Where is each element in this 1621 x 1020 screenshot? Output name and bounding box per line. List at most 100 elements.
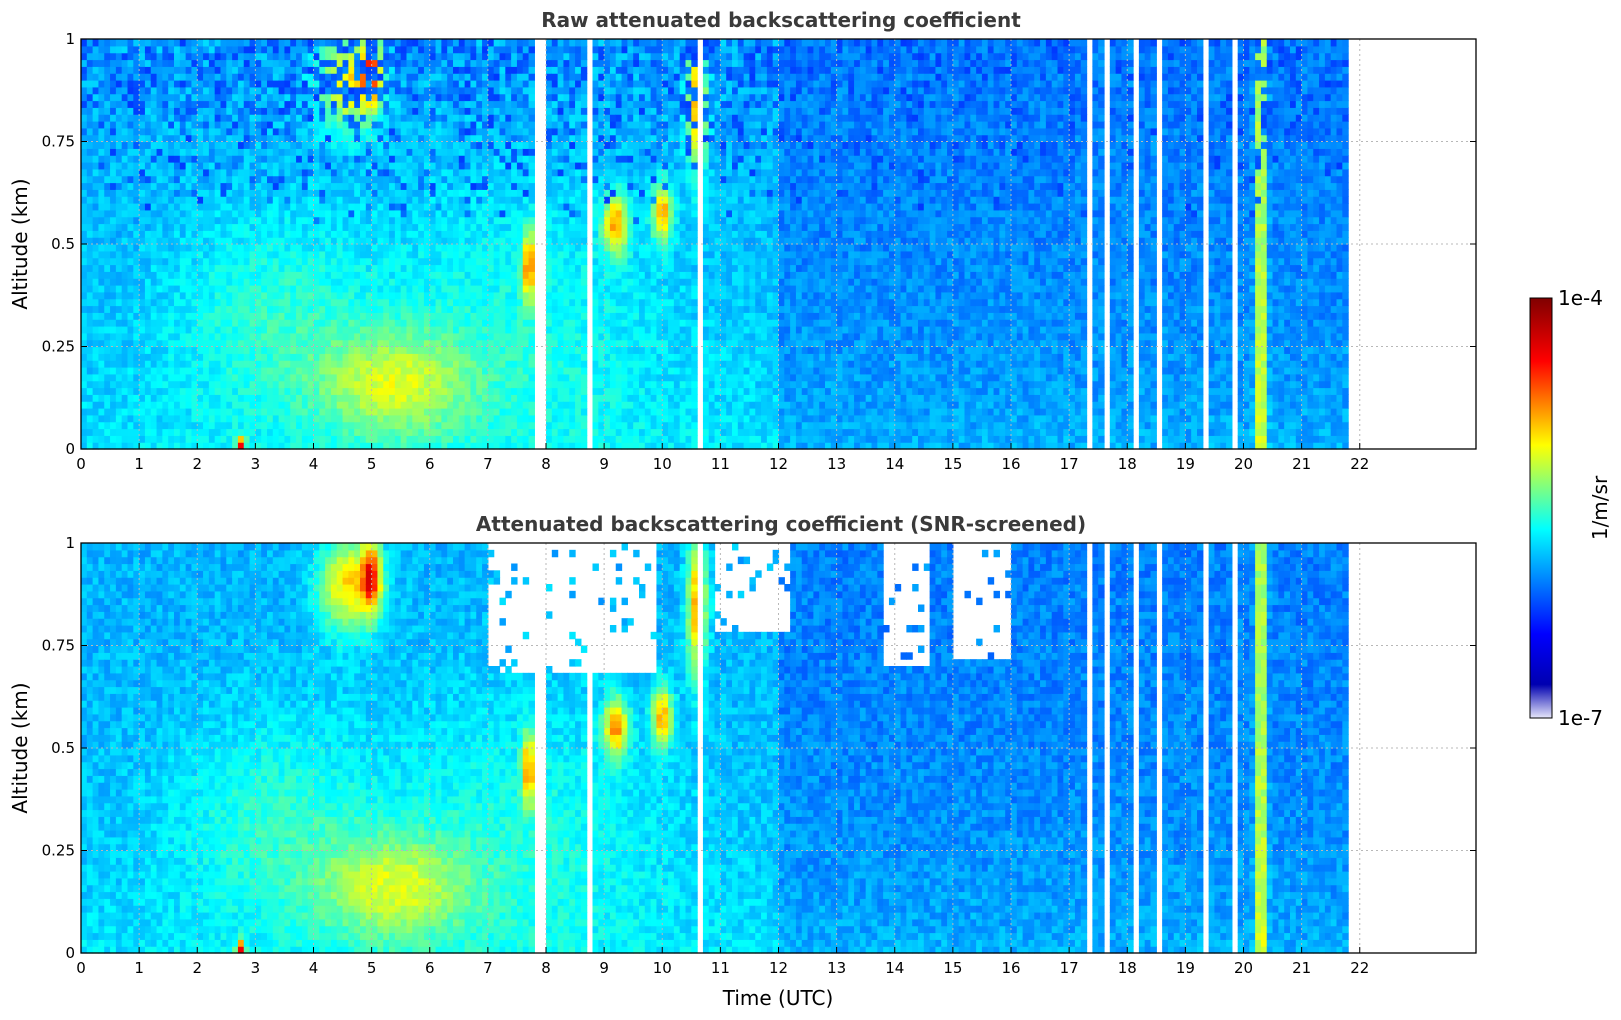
heatmap-cell: [244, 46, 250, 53]
heatmap-cell: [546, 388, 552, 395]
heatmap-cell: [116, 367, 122, 374]
heatmap-cell: [395, 319, 401, 326]
heatmap-cell: [215, 353, 221, 360]
heatmap-cell: [372, 135, 378, 142]
heatmap-cell: [436, 114, 442, 121]
heatmap-cell: [546, 360, 552, 367]
heatmap-cell: [261, 80, 267, 87]
heatmap-cell: [319, 285, 325, 292]
heatmap-cell: [81, 251, 87, 258]
heatmap-cell: [145, 374, 151, 381]
heatmap-cell: [372, 203, 378, 210]
heatmap-cell: [261, 306, 267, 313]
heatmap-cell: [401, 347, 407, 354]
heatmap-cell: [157, 319, 163, 326]
heatmap-cell: [343, 183, 349, 190]
heatmap-cell: [151, 285, 157, 292]
heatmap-cell: [552, 217, 558, 224]
heatmap-cell: [377, 429, 383, 436]
heatmap-cell: [174, 340, 180, 347]
heatmap-cell: [87, 429, 93, 436]
heatmap-cell: [372, 73, 378, 80]
heatmap-cell: [151, 415, 157, 422]
heatmap-cell: [325, 217, 331, 224]
heatmap-cell: [325, 408, 331, 415]
heatmap-cell: [221, 46, 227, 53]
heatmap-cell: [238, 237, 244, 244]
heatmap-cell: [354, 148, 360, 155]
heatmap-cell: [261, 374, 267, 381]
heatmap-cell: [430, 148, 436, 155]
heatmap-cell: [180, 142, 186, 149]
heatmap-cell: [418, 224, 424, 231]
heatmap-cell: [529, 128, 535, 135]
heatmap-cell: [476, 162, 482, 169]
heatmap-cell: [290, 80, 296, 87]
heatmap-cell: [488, 251, 494, 258]
heatmap-cell: [453, 265, 459, 272]
heatmap-cell: [407, 415, 413, 422]
heatmap-cell: [255, 183, 261, 190]
heatmap-cell: [563, 408, 569, 415]
heatmap-cell: [407, 203, 413, 210]
heatmap-cell: [284, 258, 290, 265]
heatmap-cell: [523, 121, 529, 128]
heatmap-cell: [157, 224, 163, 231]
heatmap-cell: [337, 340, 343, 347]
heatmap-cell: [383, 203, 389, 210]
heatmap-cell: [162, 80, 168, 87]
heatmap-cell: [244, 87, 250, 94]
heatmap-cell: [418, 176, 424, 183]
heatmap-cell: [500, 347, 506, 354]
heatmap-cell: [319, 176, 325, 183]
heatmap-cell: [267, 422, 273, 429]
heatmap-cell: [494, 217, 500, 224]
heatmap-cell: [348, 196, 354, 203]
heatmap-cell: [563, 217, 569, 224]
heatmap-cell: [389, 435, 395, 442]
heatmap-cell: [122, 183, 128, 190]
heatmap-cell: [238, 319, 244, 326]
heatmap-cell: [517, 189, 523, 196]
heatmap-cell: [529, 401, 535, 408]
heatmap-cell: [157, 388, 163, 395]
heatmap-cell: [255, 374, 261, 381]
heatmap-cell: [546, 94, 552, 101]
heatmap-cell: [226, 203, 232, 210]
heatmap-cell: [203, 183, 209, 190]
heatmap-cell: [476, 121, 482, 128]
heatmap-cell: [447, 189, 453, 196]
heatmap-cell: [273, 429, 279, 436]
heatmap-cell: [552, 189, 558, 196]
heatmap-cell: [447, 299, 453, 306]
heatmap-cell: [465, 94, 471, 101]
heatmap-cell: [98, 401, 104, 408]
heatmap-cell: [296, 155, 302, 162]
heatmap-cell: [186, 210, 192, 217]
heatmap-cell: [87, 381, 93, 388]
heatmap-cell: [116, 169, 122, 176]
heatmap-cell: [575, 340, 581, 347]
heatmap-cell: [284, 60, 290, 67]
heatmap-cell: [523, 101, 529, 108]
heatmap-cell: [122, 422, 128, 429]
heatmap-cell: [366, 285, 372, 292]
heatmap-cell: [244, 94, 250, 101]
heatmap-cell: [197, 388, 203, 395]
heatmap-cell: [558, 203, 564, 210]
heatmap-cell: [360, 217, 366, 224]
heatmap-cell: [407, 271, 413, 278]
heatmap-cell: [470, 319, 476, 326]
heatmap-cell: [453, 80, 459, 87]
heatmap-cell: [186, 230, 192, 237]
heatmap-cell: [296, 94, 302, 101]
heatmap-cell: [360, 142, 366, 149]
heatmap-cell: [261, 217, 267, 224]
heatmap-cell: [430, 135, 436, 142]
heatmap-cell: [389, 333, 395, 340]
heatmap-cell: [232, 217, 238, 224]
heatmap-cell: [232, 128, 238, 135]
heatmap-cell: [180, 292, 186, 299]
heatmap-cell: [267, 101, 273, 108]
heatmap-cell: [87, 142, 93, 149]
